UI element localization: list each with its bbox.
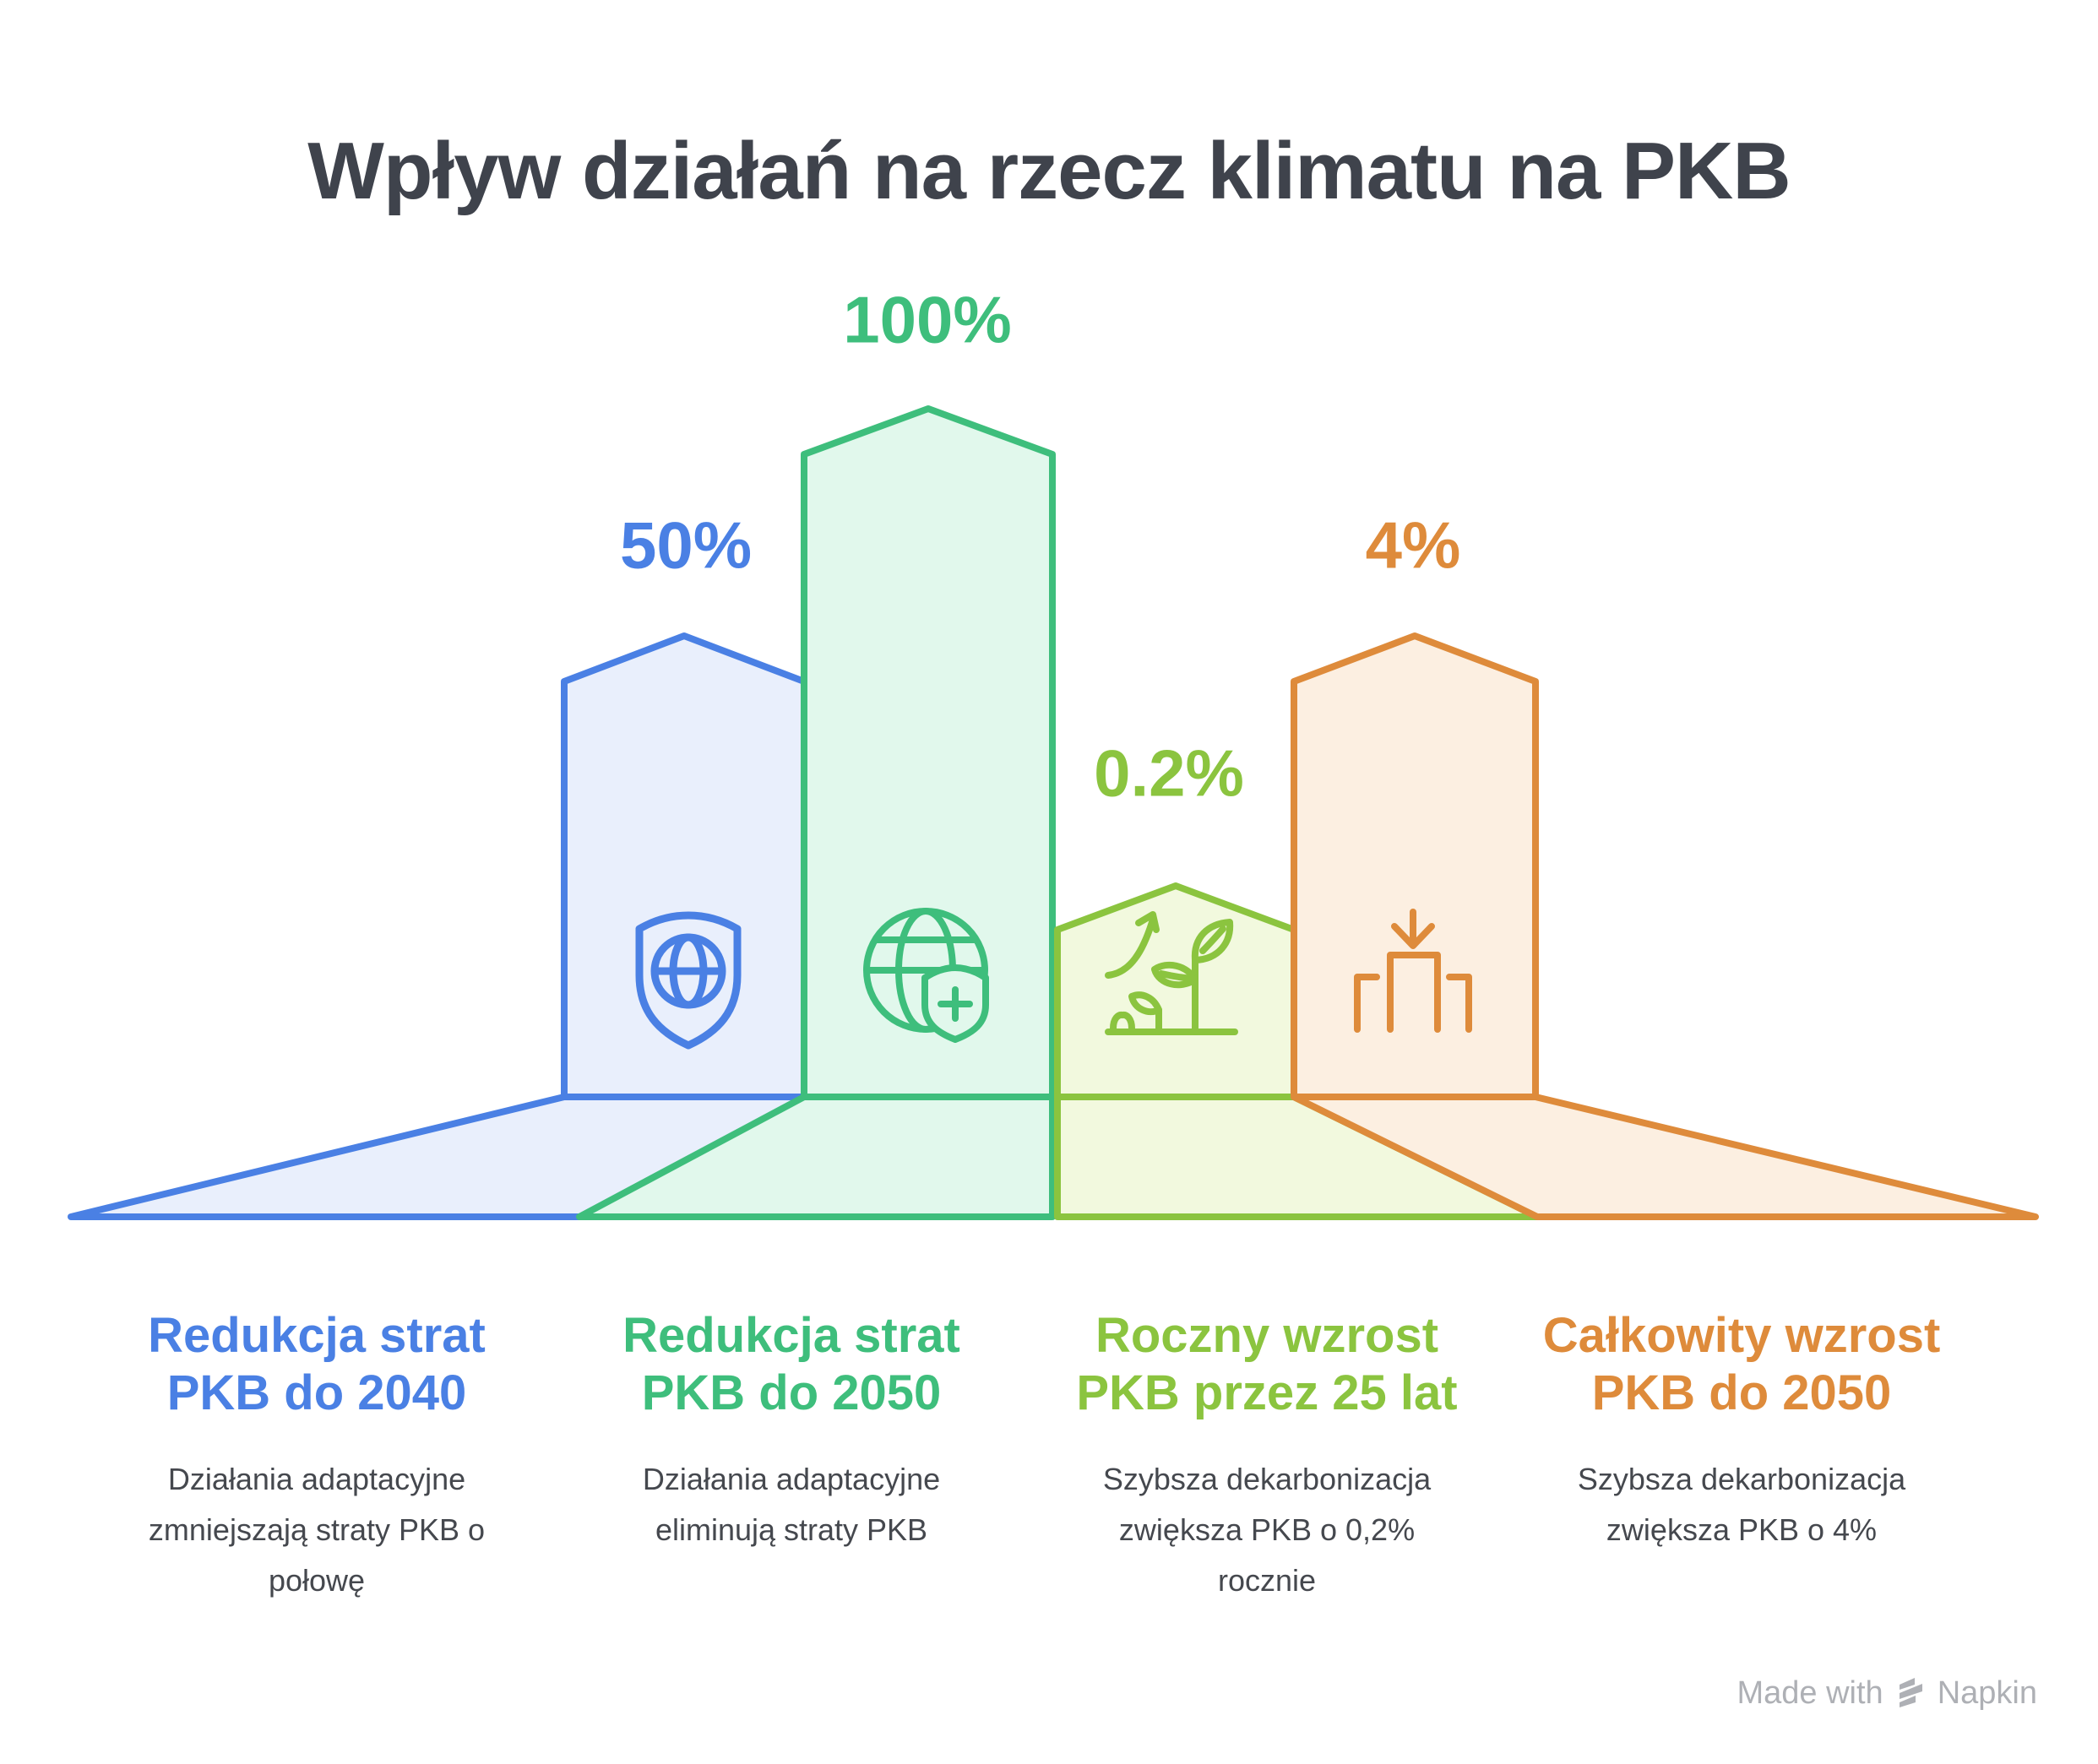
category-description: Działania adaptacyjne eliminują straty P… xyxy=(642,1462,941,1547)
tower-wzrost-calkowity xyxy=(1291,632,2039,1220)
value-label-wzrost-roczny: 0.2% xyxy=(1094,735,1244,811)
category-heading: Roczny wzrost PKB przez 25 lat xyxy=(1014,1307,1520,1422)
category-description: Szybsza dekarbonizacja zwiększa PKB o 4% xyxy=(1577,1462,1906,1547)
category-description: Szybsza dekarbonizacja zwiększa PKB o 0,… xyxy=(1102,1462,1432,1598)
made-with-label: Made with xyxy=(1737,1675,1883,1711)
heading-line: PKB do 2040 xyxy=(166,1365,467,1420)
shield-globe-icon xyxy=(635,911,742,1050)
category-column-pkb-2050: Redukcja strat PKB do 2050 Działania ada… xyxy=(538,1307,1045,1555)
page-title: Wpływ działań na rzecz klimatu na PKB xyxy=(307,126,1791,216)
tower-pkb-2040 xyxy=(68,632,807,1220)
plant-growth-icon xyxy=(1105,911,1238,1035)
value-label-pkb-2040: 50% xyxy=(619,507,753,583)
category-heading: Redukcja strat PKB do 2050 xyxy=(538,1307,1045,1422)
category-description: Działania adaptacyjne zmniejszają straty… xyxy=(148,1462,486,1598)
heading-line: Redukcja strat xyxy=(148,1308,486,1363)
globe-shield-plus-icon xyxy=(863,908,989,1043)
napkin-logo-icon xyxy=(1899,1677,1922,1707)
category-column-wzrost-calkowity: Całkowity wzrost PKB do 2050 Szybsza dek… xyxy=(1488,1307,1995,1555)
heading-line: PKB do 2050 xyxy=(641,1365,942,1420)
heading-line: Całkowity wzrost xyxy=(1542,1308,1941,1363)
heading-line: Roczny wzrost xyxy=(1095,1308,1439,1363)
heading-line: Redukcja strat xyxy=(622,1308,960,1363)
category-heading: Całkowity wzrost PKB do 2050 xyxy=(1488,1307,1995,1422)
made-with-napkin-watermark: Made with Napkin xyxy=(1737,1675,2038,1712)
tower-wzrost-calkowity-shape xyxy=(1291,632,2039,1220)
heading-line: PKB przez 25 lat xyxy=(1076,1365,1458,1420)
bars-arrow-icon xyxy=(1354,909,1472,1033)
napkin-brand-label: Napkin xyxy=(1937,1675,2037,1711)
category-heading: Redukcja strat PKB do 2040 xyxy=(63,1307,570,1422)
category-column-wzrost-roczny: Roczny wzrost PKB przez 25 lat Szybsza d… xyxy=(1014,1307,1520,1606)
category-column-pkb-2040: Redukcja strat PKB do 2040 Działania ada… xyxy=(63,1307,570,1606)
heading-line: PKB do 2050 xyxy=(1591,1365,1892,1420)
value-label-wzrost-calkowity: 4% xyxy=(1365,507,1461,583)
tower-pkb-2040-shape xyxy=(68,632,807,1220)
value-label-pkb-2050: 100% xyxy=(843,282,1012,357)
